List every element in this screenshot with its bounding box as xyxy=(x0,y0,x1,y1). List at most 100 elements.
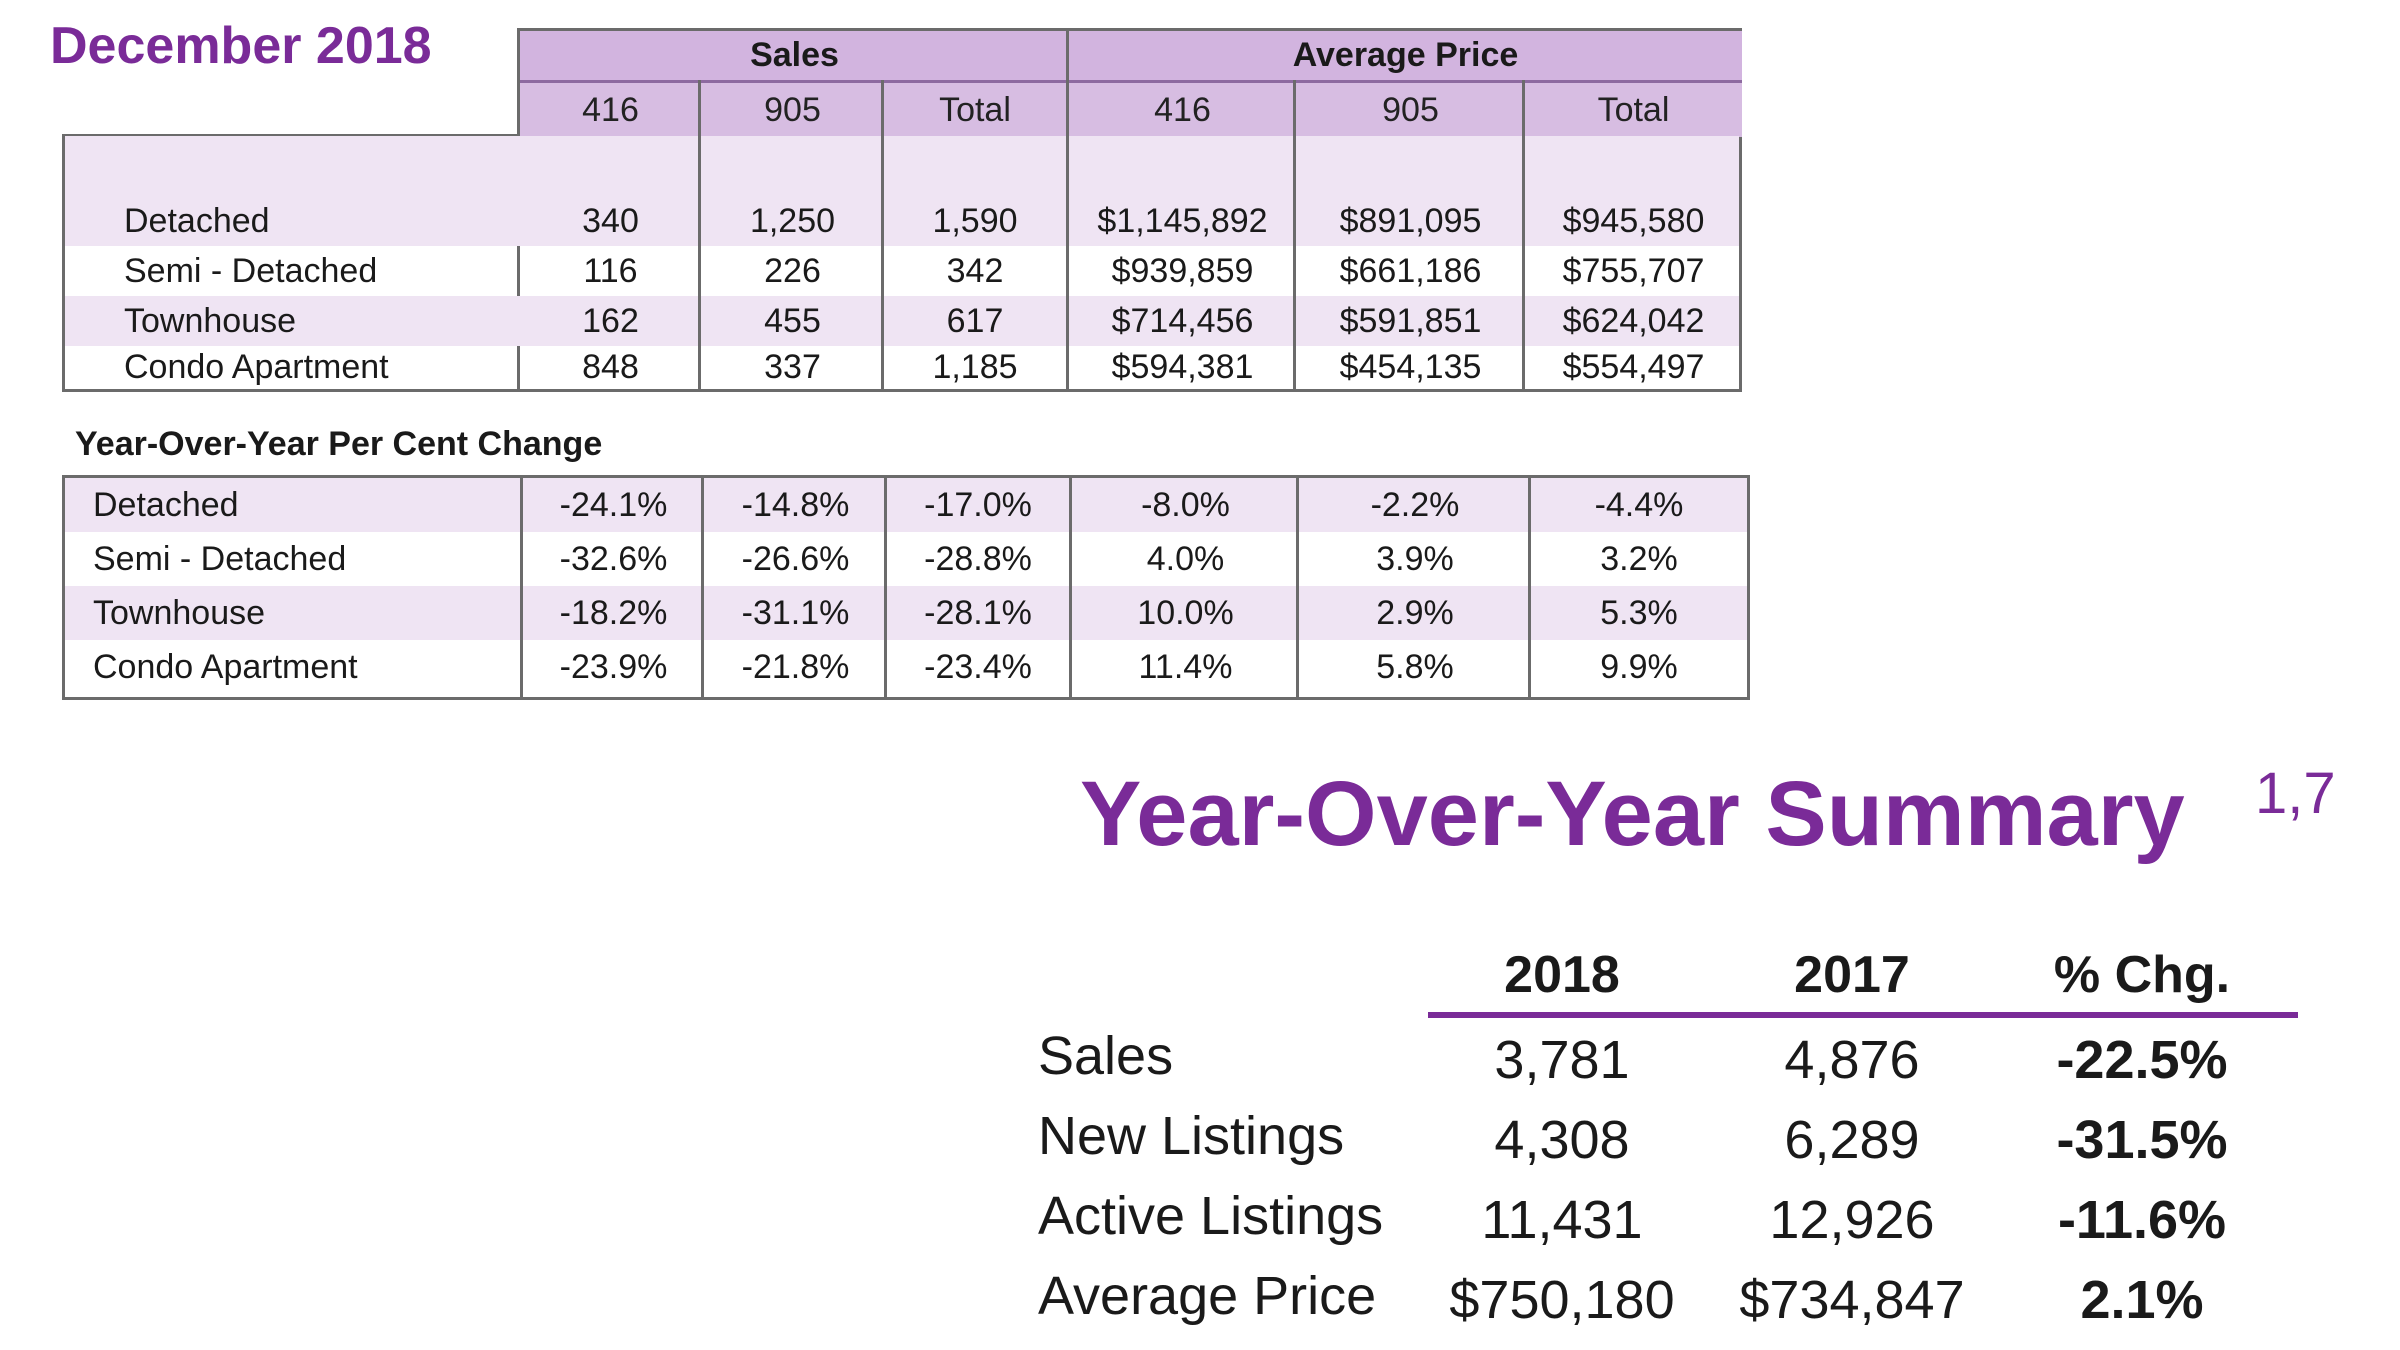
table-cell: -28.1% xyxy=(924,593,1032,632)
table-cell: 10.0% xyxy=(1137,593,1234,632)
table-cell: $624,042 xyxy=(1562,301,1705,340)
table-row: Condo Apartment 848 337 1,185 $594,381 $… xyxy=(62,342,1742,392)
row-label: Condo Apartment xyxy=(93,647,358,686)
summary-value-2018: 4,308 xyxy=(1494,1110,1630,1170)
table-cell: 1,185 xyxy=(932,347,1018,386)
summary-row: Sales 3,781 4,876 -22.5% xyxy=(0,1025,2400,1105)
table-cell: -32.6% xyxy=(559,539,668,578)
summary-row: Active Listings 11,431 12,926 -11.6% xyxy=(0,1185,2400,1265)
column-header: Total xyxy=(884,83,1066,137)
row-label: Condo Apartment xyxy=(124,347,389,386)
summary-value-pct-change: -31.5% xyxy=(2056,1110,2228,1170)
table-row: Townhouse -18.2% -31.1% -28.1% 10.0% 2.9… xyxy=(65,586,1747,640)
table-cell: $661,186 xyxy=(1339,251,1482,290)
summary-header-pct-change: % Chg. xyxy=(2053,946,2231,1004)
yoy-section-title: Year-Over-Year Per Cent Change xyxy=(75,425,603,463)
column-header: 905 xyxy=(1296,83,1525,137)
table-cell: $594,381 xyxy=(1111,347,1254,386)
summary-row: New Listings 4,308 6,289 -31.5% xyxy=(0,1105,2400,1185)
column-divider xyxy=(520,478,523,697)
table-cell: 5.3% xyxy=(1600,593,1678,632)
summary-value-2017: 4,876 xyxy=(1784,1030,1920,1090)
table-row: Semi - Detached 116 226 342 $939,859 $66… xyxy=(62,246,1742,296)
table-cell: $945,580 xyxy=(1562,201,1705,240)
table-cell: -14.8% xyxy=(741,485,850,524)
table-grid: Sales Average Price 416 905 Total 416 90… xyxy=(517,28,1742,392)
table-cell: -26.6% xyxy=(741,539,850,578)
page-title: December 2018 xyxy=(50,17,432,75)
table-cell: -31.1% xyxy=(741,593,850,632)
column-divider xyxy=(1528,478,1531,697)
column-header: Total xyxy=(1525,83,1742,137)
summary-row: Average Price $750,180 $734,847 2.1% xyxy=(0,1265,2400,1345)
group-header-average-price: Average Price xyxy=(1069,31,1742,83)
table-row: Detached 340 1,250 1,590 $1,145,892 $891… xyxy=(62,136,1742,246)
table-cell: 1,590 xyxy=(932,201,1018,240)
table-row: Condo Apartment -23.9% -21.8% -23.4% 11.… xyxy=(65,640,1747,694)
table-row: Townhouse 162 455 617 $714,456 $591,851 … xyxy=(62,296,1742,346)
table-cell: -17.0% xyxy=(924,485,1032,524)
summary-value-2017: $734,847 xyxy=(1739,1270,1965,1330)
column-divider xyxy=(881,80,884,392)
summary-title: Year-Over-Year Summary xyxy=(1080,763,2185,865)
table-cell: 4.0% xyxy=(1146,539,1225,578)
column-divider xyxy=(1066,28,1069,392)
table-cell: 5.8% xyxy=(1376,647,1454,686)
column-header: 905 xyxy=(701,83,884,137)
column-divider xyxy=(1293,80,1296,392)
table-cell: -23.4% xyxy=(924,647,1032,686)
row-label: Detached xyxy=(93,485,239,524)
summary-value-2017: 6,289 xyxy=(1784,1110,1920,1170)
summary-value-pct-change: -22.5% xyxy=(2056,1030,2228,1090)
table-cell: 116 xyxy=(583,251,638,290)
summary-header-2017: 2017 xyxy=(1794,946,1910,1004)
table-cell: 9.9% xyxy=(1600,647,1678,686)
table-cell: $939,859 xyxy=(1111,251,1254,290)
summary-row-label: Sales xyxy=(1038,1026,1174,1086)
summary-value-2018: 11,431 xyxy=(1481,1190,1643,1250)
summary-value-2018: 3,781 xyxy=(1494,1030,1630,1090)
column-divider xyxy=(701,478,704,697)
table-cell: -21.8% xyxy=(741,647,850,686)
table-cell: 3.2% xyxy=(1600,539,1678,578)
summary-header-2018: 2018 xyxy=(1504,946,1620,1004)
sales-price-table: Sales Average Price 416 905 Total 416 90… xyxy=(62,28,1742,392)
column-header: 416 xyxy=(1069,83,1296,137)
table-row: Detached -24.1% -14.8% -17.0% -8.0% -2.2… xyxy=(65,478,1747,532)
summary-row-label: Average Price xyxy=(1038,1266,1377,1326)
column-divider xyxy=(698,80,701,392)
summary-value-pct-change: -11.6% xyxy=(2057,1190,2227,1250)
yoy-change-table: Detached -24.1% -14.8% -17.0% -8.0% -2.2… xyxy=(62,475,1750,700)
column-header: 416 xyxy=(520,83,701,137)
row-label: Semi - Detached xyxy=(124,251,378,290)
group-header-sales: Sales xyxy=(520,31,1069,83)
summary-footnote-ref: 1,7 xyxy=(2255,761,2336,826)
summary-value-pct-change: 2.1% xyxy=(2080,1270,2204,1330)
row-label: Townhouse xyxy=(93,593,266,632)
table-cell: $591,851 xyxy=(1339,301,1482,340)
row-label: Detached xyxy=(124,201,270,240)
column-divider xyxy=(884,478,887,697)
table-cell: 1,250 xyxy=(749,201,836,240)
table-cell: 3.9% xyxy=(1376,539,1454,578)
table-cell: -8.0% xyxy=(1141,485,1230,524)
table-row: Semi - Detached -32.6% -26.6% -28.8% 4.0… xyxy=(65,532,1747,586)
table-cell: -4.4% xyxy=(1594,485,1684,524)
column-divider xyxy=(1522,80,1525,392)
table-cell: -24.1% xyxy=(559,485,668,524)
summary-header-rule xyxy=(1428,1012,2298,1018)
table-cell: $714,456 xyxy=(1111,301,1254,340)
column-divider xyxy=(1296,478,1299,697)
table-cell: $1,145,892 xyxy=(1097,201,1268,240)
summary-value-2018: $750,180 xyxy=(1449,1270,1675,1330)
table-cell: $454,135 xyxy=(1339,347,1482,386)
table-cell: -18.2% xyxy=(559,593,668,632)
summary-value-2017: 12,926 xyxy=(1769,1190,1935,1250)
row-label: Semi - Detached xyxy=(93,539,347,578)
table-cell: 848 xyxy=(582,347,639,386)
table-cell: $755,707 xyxy=(1562,251,1705,290)
table-cell: -28.8% xyxy=(924,539,1032,578)
table-cell: 617 xyxy=(946,301,1004,340)
table-cell: $554,497 xyxy=(1562,347,1705,386)
summary-row-label: New Listings xyxy=(1038,1106,1345,1166)
